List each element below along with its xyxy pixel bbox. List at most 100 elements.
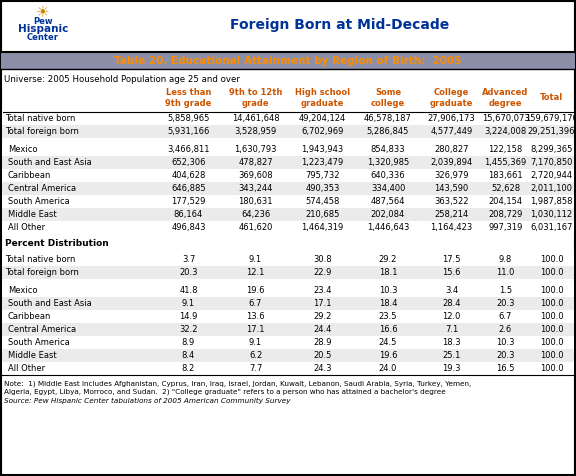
Bar xyxy=(2,297,574,310)
Text: Percent Distribution: Percent Distribution xyxy=(5,239,109,248)
Text: 2,011,100: 2,011,100 xyxy=(530,184,573,193)
Text: 143,590: 143,590 xyxy=(434,184,469,193)
Text: 64,236: 64,236 xyxy=(241,210,270,219)
Text: 6.7: 6.7 xyxy=(499,312,512,321)
Bar xyxy=(2,266,574,279)
Text: 9.1: 9.1 xyxy=(182,299,195,308)
Text: 17.1: 17.1 xyxy=(247,325,265,334)
Text: 5,931,166: 5,931,166 xyxy=(167,127,210,136)
Bar xyxy=(1,52,575,69)
Text: 22.9: 22.9 xyxy=(313,268,332,277)
Text: 490,353: 490,353 xyxy=(305,184,340,193)
Text: 3,466,811: 3,466,811 xyxy=(167,145,210,154)
Text: 100.0: 100.0 xyxy=(540,325,563,334)
Text: Foreign Born at Mid-Decade: Foreign Born at Mid-Decade xyxy=(230,18,450,32)
Bar xyxy=(2,362,574,375)
Text: 795,732: 795,732 xyxy=(305,171,340,180)
Text: 52,628: 52,628 xyxy=(491,184,520,193)
Text: 369,608: 369,608 xyxy=(238,171,273,180)
Text: 1,223,479: 1,223,479 xyxy=(301,158,344,167)
Text: 2,039,894: 2,039,894 xyxy=(430,158,473,167)
Text: All Other: All Other xyxy=(8,223,45,232)
Text: Central America: Central America xyxy=(8,184,76,193)
Text: 14.9: 14.9 xyxy=(179,312,198,321)
Text: 180,631: 180,631 xyxy=(238,197,273,206)
Text: 19.6: 19.6 xyxy=(247,286,265,295)
Text: 10.3: 10.3 xyxy=(497,338,515,347)
Text: 100.0: 100.0 xyxy=(540,364,563,373)
Text: 3,528,959: 3,528,959 xyxy=(234,127,276,136)
Text: Total: Total xyxy=(540,93,563,102)
Text: 3.7: 3.7 xyxy=(182,255,195,264)
Text: 12.1: 12.1 xyxy=(247,268,265,277)
Text: All Other: All Other xyxy=(8,364,45,373)
Bar xyxy=(2,221,574,234)
Text: 1,943,943: 1,943,943 xyxy=(301,145,344,154)
Bar xyxy=(2,143,574,156)
Bar xyxy=(2,156,574,169)
Text: 8.2: 8.2 xyxy=(182,364,195,373)
Text: 13.6: 13.6 xyxy=(246,312,265,321)
Text: Caribbean: Caribbean xyxy=(8,312,51,321)
Text: 7,170,850: 7,170,850 xyxy=(530,158,573,167)
Text: 18.3: 18.3 xyxy=(442,338,461,347)
Text: Central America: Central America xyxy=(8,325,76,334)
Text: 1,630,793: 1,630,793 xyxy=(234,145,276,154)
Text: 20.3: 20.3 xyxy=(179,268,198,277)
Text: Note:  1) Middle East includes Afghanistan, Cyprus, Iran, Iraq, Israel, Jordan, : Note: 1) Middle East includes Afghanista… xyxy=(4,381,471,387)
Text: 10.3: 10.3 xyxy=(379,286,397,295)
Text: Less than
9th grade: Less than 9th grade xyxy=(165,89,212,108)
Text: 4,577,449: 4,577,449 xyxy=(430,127,473,136)
Text: 29.2: 29.2 xyxy=(379,255,397,264)
Text: Mexico: Mexico xyxy=(8,286,37,295)
Text: 6.7: 6.7 xyxy=(249,299,262,308)
Text: 1,464,319: 1,464,319 xyxy=(301,223,344,232)
Bar xyxy=(2,125,574,138)
Text: 8.4: 8.4 xyxy=(182,351,195,360)
Text: College
graduate: College graduate xyxy=(430,89,473,108)
Text: 30.8: 30.8 xyxy=(313,255,332,264)
Text: 3,224,008: 3,224,008 xyxy=(484,127,526,136)
Text: Caribbean: Caribbean xyxy=(8,171,51,180)
Text: South and East Asia: South and East Asia xyxy=(8,299,92,308)
Text: 17.1: 17.1 xyxy=(313,299,332,308)
Text: 7.1: 7.1 xyxy=(445,325,458,334)
Text: 28.4: 28.4 xyxy=(442,299,461,308)
Text: 574,458: 574,458 xyxy=(305,197,340,206)
Text: 23.5: 23.5 xyxy=(379,312,397,321)
Text: 343,244: 343,244 xyxy=(238,184,272,193)
Text: 18.4: 18.4 xyxy=(379,299,397,308)
Bar xyxy=(2,169,574,182)
Text: 19.6: 19.6 xyxy=(379,351,397,360)
Text: 86,164: 86,164 xyxy=(174,210,203,219)
Text: 20.5: 20.5 xyxy=(313,351,332,360)
Text: Hispanic: Hispanic xyxy=(18,24,68,34)
Text: 24.3: 24.3 xyxy=(313,364,332,373)
Text: Advanced
degree: Advanced degree xyxy=(482,89,529,108)
Text: 487,564: 487,564 xyxy=(371,197,406,206)
Text: 363,522: 363,522 xyxy=(434,197,469,206)
Text: 8,299,365: 8,299,365 xyxy=(530,145,573,154)
Text: 32.2: 32.2 xyxy=(179,325,198,334)
Text: 49,204,124: 49,204,124 xyxy=(299,114,346,123)
Text: 1,164,423: 1,164,423 xyxy=(430,223,473,232)
Text: 15.6: 15.6 xyxy=(442,268,461,277)
Text: 24.4: 24.4 xyxy=(313,325,332,334)
Text: 15,670,073: 15,670,073 xyxy=(482,114,529,123)
Text: 640,336: 640,336 xyxy=(371,171,406,180)
Text: 23.4: 23.4 xyxy=(313,286,332,295)
Text: 652,306: 652,306 xyxy=(171,158,206,167)
Text: Total foreign born: Total foreign born xyxy=(5,268,79,277)
Text: ☀: ☀ xyxy=(36,4,50,20)
Text: 122,158: 122,158 xyxy=(488,145,522,154)
Text: Universe: 2005 Household Population age 25 and over: Universe: 2005 Household Population age … xyxy=(4,76,240,85)
Text: 5,858,965: 5,858,965 xyxy=(167,114,210,123)
Text: 9.1: 9.1 xyxy=(249,255,262,264)
Text: High school
graduate: High school graduate xyxy=(295,89,350,108)
Text: Total native born: Total native born xyxy=(5,114,75,123)
Text: 6,702,969: 6,702,969 xyxy=(301,127,344,136)
Text: 16.6: 16.6 xyxy=(378,325,397,334)
Text: 100.0: 100.0 xyxy=(540,351,563,360)
Text: Middle East: Middle East xyxy=(8,210,56,219)
Text: 100.0: 100.0 xyxy=(540,286,563,295)
